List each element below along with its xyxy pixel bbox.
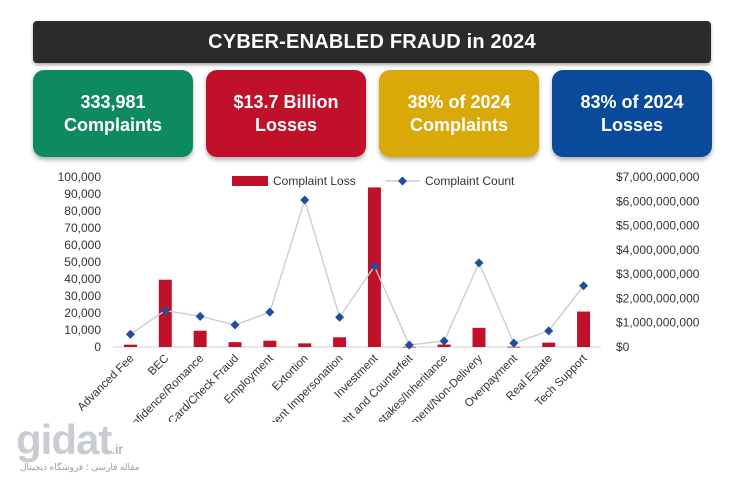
point-complaint-count bbox=[125, 329, 135, 339]
x-tick-label: Advanced Fee bbox=[76, 353, 137, 414]
bar-complaint-loss bbox=[472, 327, 486, 347]
legend-label-complaint-loss: Complaint Loss bbox=[273, 174, 356, 188]
y-left-tick-label: 20,000 bbox=[64, 306, 101, 320]
watermark-subtitle: مقاله فارسی ؛ فروشگاه دیجیتال bbox=[20, 462, 140, 472]
y-right-tick-label: $6,000,000,000 bbox=[616, 194, 700, 208]
y-left-tick-label: 90,000 bbox=[64, 187, 101, 201]
stat-card-complaint-share: 38% of 2024 Complaints bbox=[379, 70, 539, 157]
y-right-tick-label: $5,000,000,000 bbox=[616, 219, 700, 233]
point-complaint-count bbox=[265, 307, 275, 317]
bar-complaint-loss bbox=[542, 342, 556, 347]
y-left-tick-label: 50,000 bbox=[64, 255, 101, 269]
y-left-tick-label: 80,000 bbox=[64, 204, 101, 218]
stat-value: 38% of 2024 bbox=[407, 91, 511, 112]
point-complaint-count bbox=[335, 312, 345, 322]
bar-complaint-loss bbox=[123, 344, 137, 347]
point-complaint-count bbox=[230, 320, 240, 330]
stat-label: Complaints bbox=[409, 114, 508, 135]
bar-complaint-loss bbox=[193, 330, 207, 347]
y-left-tick-label: 0 bbox=[94, 340, 101, 354]
line-complaint-count bbox=[130, 197, 585, 346]
point-complaint-count bbox=[544, 326, 554, 336]
y-right-tick-label: $1,000,000,000 bbox=[616, 316, 700, 330]
bar-complaint-loss bbox=[577, 311, 591, 347]
point-complaint-count bbox=[439, 336, 449, 346]
legend-swatch-complaint-loss bbox=[232, 176, 268, 186]
y-right-tick-label: $0 bbox=[616, 340, 630, 354]
point-complaint-count bbox=[509, 338, 519, 348]
point-complaint-count bbox=[160, 305, 170, 315]
legend-label-complaint-count: Complaint Count bbox=[425, 174, 515, 188]
x-tick-label: BEC bbox=[146, 353, 171, 378]
stat-value: $13.7 Billion bbox=[233, 91, 339, 112]
watermark-logo-text: gidat bbox=[16, 416, 112, 463]
watermark-logo: gidat.ir bbox=[16, 416, 123, 464]
stat-value: 333,981 bbox=[80, 91, 146, 112]
page-title: CYBER-ENABLED FRAUD in 2024 bbox=[33, 21, 711, 63]
legend-marker-complaint-count bbox=[398, 176, 407, 186]
y-left-tick-label: 100,000 bbox=[58, 170, 102, 184]
y-left-tick-label: 70,000 bbox=[64, 221, 101, 235]
bar-complaint-loss bbox=[263, 340, 277, 347]
stat-card-loss-share: 83% of 2024 Losses bbox=[552, 70, 712, 157]
bar-complaint-loss bbox=[437, 344, 451, 347]
point-complaint-count bbox=[579, 281, 589, 291]
y-right-tick-label: $7,000,000,000 bbox=[616, 170, 700, 184]
stat-label: Losses bbox=[254, 114, 318, 135]
stat-card-losses: $13.7 Billion Losses bbox=[206, 70, 366, 157]
y-right-tick-label: $2,000,000,000 bbox=[616, 291, 700, 305]
bar-complaint-loss bbox=[298, 343, 312, 347]
point-complaint-count bbox=[404, 340, 414, 350]
stat-value: 83% of 2024 bbox=[580, 91, 684, 112]
y-left-tick-label: 30,000 bbox=[64, 289, 101, 303]
point-complaint-count bbox=[369, 261, 379, 271]
watermark: gidat.ir مقاله فارسی ؛ فروشگاه دیجیتال bbox=[10, 416, 180, 478]
y-right-tick-label: $4,000,000,000 bbox=[616, 243, 700, 257]
bar-complaint-loss bbox=[333, 337, 347, 347]
point-complaint-count bbox=[300, 195, 310, 205]
y-right-tick-label: $3,000,000,000 bbox=[616, 267, 700, 281]
point-complaint-count bbox=[195, 311, 205, 321]
stat-label: Complaints bbox=[63, 114, 162, 135]
y-left-tick-label: 40,000 bbox=[64, 272, 101, 286]
stat-label: Losses bbox=[600, 114, 664, 135]
point-complaint-count bbox=[474, 258, 484, 268]
y-left-tick-label: 60,000 bbox=[64, 238, 101, 252]
y-left-tick-label: 10,000 bbox=[64, 323, 101, 337]
stat-card-complaints: 333,981 Complaints bbox=[33, 70, 193, 157]
bar-complaint-loss bbox=[228, 342, 242, 347]
fraud-chart: 0 10,000 20,000 30,000 40,000 50,000 60,000 70,… bbox=[58, 170, 700, 422]
watermark-tld: .ir bbox=[111, 441, 123, 457]
